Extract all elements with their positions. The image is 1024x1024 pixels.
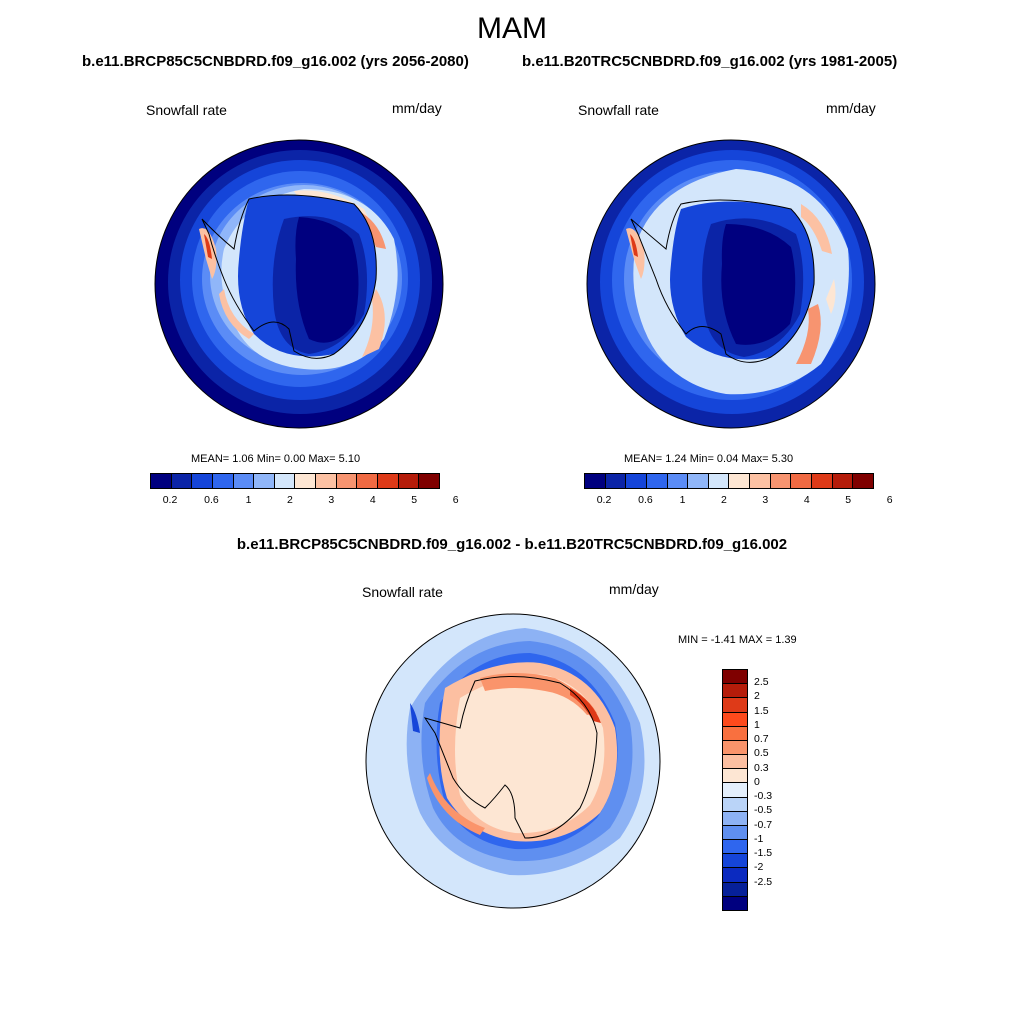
left-units-label: mm/day (392, 100, 442, 116)
colorbar-swatch (151, 474, 172, 488)
colorbar-tick-label: 2 (287, 494, 293, 506)
colorbar-swatch (336, 474, 358, 488)
diff-variable-label: Snowfall rate (362, 584, 443, 600)
colorbar-swatch (274, 474, 296, 488)
right-case-title: b.e11.B20TRC5CNBDRD.f09_g16.002 (yrs 198… (522, 53, 898, 70)
right-variable-label: Snowfall rate (578, 102, 659, 118)
colorbar-tick-label: 0.3 (754, 761, 769, 774)
colorbar-tick-label: 1 (245, 494, 252, 506)
colorbar-tick-label: -1.5 (754, 847, 773, 860)
right-stats: MEAN= 1.24 Min= 0.04 Max= 5.30 (624, 453, 794, 465)
colorbar-swatch (723, 769, 747, 784)
colorbar-swatch (192, 474, 213, 488)
colorbar-tick-label: -0.3 (754, 790, 773, 803)
left-colorbar (150, 473, 440, 489)
colorbar-tick-label: 0.6 (638, 494, 653, 506)
colorbar-swatch (723, 797, 747, 812)
colorbar-swatch (723, 882, 747, 897)
figure-title: MAM (477, 12, 547, 45)
colorbar-swatch (419, 474, 439, 488)
colorbar-swatch (626, 474, 647, 488)
colorbar-tick-label: -2 (754, 861, 764, 874)
colorbar-swatch (605, 474, 627, 488)
colorbar-swatch (723, 698, 747, 713)
colorbar-swatch (723, 811, 747, 826)
colorbar-tick-label: 3 (328, 494, 335, 506)
right-polar-map (586, 139, 876, 429)
colorbar-tick-label: 1 (679, 494, 686, 506)
right-colorbar (584, 473, 874, 489)
colorbar-tick-label: 3 (762, 494, 769, 506)
colorbar-swatch (295, 474, 317, 488)
diff-colorbar (722, 669, 748, 911)
colorbar-tick-label: 0.5 (754, 747, 769, 760)
colorbar-swatch (688, 474, 709, 488)
colorbar-swatch (770, 474, 792, 488)
colorbar-tick-label: 2 (721, 494, 727, 506)
colorbar-tick-label: 5 (411, 494, 418, 506)
colorbar-swatch (398, 474, 420, 488)
difference-title: b.e11.BRCP85C5CNBDRD.f09_g16.002 - b.e11… (236, 536, 788, 553)
colorbar-swatch (233, 474, 255, 488)
colorbar-tick-label: 1.5 (754, 704, 769, 717)
colorbar-tick-label: 0.2 (162, 494, 178, 506)
colorbar-tick-label: -0.5 (754, 804, 773, 817)
colorbar-swatch (708, 474, 730, 488)
colorbar-swatch (357, 474, 379, 488)
colorbar-swatch (791, 474, 813, 488)
colorbar-swatch (171, 474, 193, 488)
colorbar-swatch (723, 740, 747, 756)
colorbar-swatch (585, 474, 606, 488)
colorbar-tick-label: -1 (754, 832, 764, 845)
colorbar-tick-label: -0.7 (754, 818, 773, 831)
colorbar-swatch (723, 755, 747, 770)
colorbar-tick-label: 0.6 (204, 494, 219, 506)
colorbar-swatch (812, 474, 833, 488)
colorbar-swatch (750, 474, 771, 488)
colorbar-swatch (729, 474, 751, 488)
left-variable-label: Snowfall rate (146, 102, 227, 118)
colorbar-tick-label: 0.7 (754, 733, 769, 746)
left-case-title: b.e11.BRCP85C5CNBDRD.f09_g16.002 (yrs 20… (82, 53, 469, 70)
colorbar-tick-label: 4 (369, 494, 376, 506)
colorbar-swatch (832, 474, 854, 488)
colorbar-tick-label: -2.5 (754, 875, 773, 888)
colorbar-tick-label: 6 (886, 494, 893, 506)
colorbar-swatch (316, 474, 337, 488)
colorbar-tick-label: 5 (845, 494, 852, 506)
left-stats: MEAN= 1.06 Min= 0.00 Max= 5.10 (191, 453, 361, 465)
right-units-label: mm/day (826, 100, 876, 116)
colorbar-swatch (723, 896, 747, 910)
colorbar-swatch (723, 712, 747, 727)
diff-units-label: mm/day (609, 581, 659, 597)
left-polar-map (154, 139, 444, 429)
colorbar-swatch (723, 783, 747, 798)
diff-polar-map (365, 613, 661, 909)
colorbar-swatch (723, 854, 747, 869)
colorbar-swatch (723, 840, 747, 855)
colorbar-swatch (212, 474, 234, 488)
colorbar-tick-label: 2.5 (754, 676, 769, 689)
colorbar-swatch (723, 684, 747, 699)
colorbar-swatch (254, 474, 275, 488)
colorbar-tick-label: 6 (452, 494, 459, 506)
colorbar-swatch (723, 868, 747, 883)
colorbar-tick-label: 1 (754, 718, 760, 731)
diff-stats: MIN = -1.41 MAX = 1.39 (678, 634, 797, 646)
colorbar-tick-label: 4 (803, 494, 810, 506)
colorbar-swatch (723, 825, 747, 841)
colorbar-swatch (646, 474, 668, 488)
colorbar-tick-label: 2 (754, 690, 760, 703)
colorbar-swatch (723, 726, 747, 741)
colorbar-swatch (667, 474, 689, 488)
colorbar-swatch (723, 670, 747, 685)
colorbar-swatch (378, 474, 399, 488)
colorbar-tick-label: 0.2 (596, 494, 612, 506)
colorbar-tick-label: 0 (754, 775, 760, 788)
colorbar-swatch (853, 474, 873, 488)
